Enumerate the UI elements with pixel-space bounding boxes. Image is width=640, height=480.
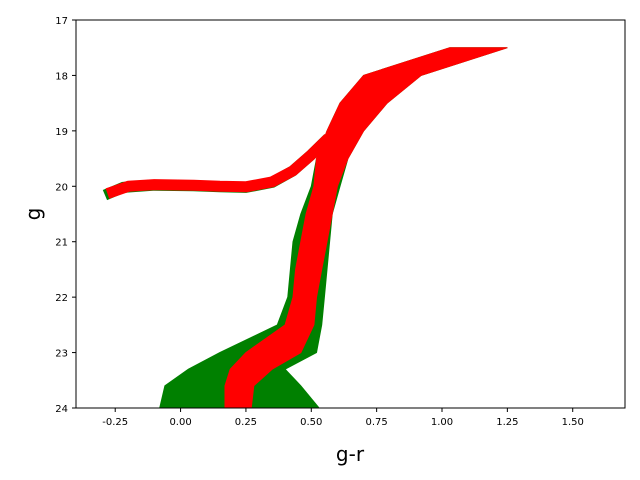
x-axis-label: g-r: [336, 442, 365, 466]
x-tick-label: 1.00: [431, 417, 453, 428]
x-tick-label: -0.25: [102, 417, 128, 428]
axis-ticks: -0.25 0.00 0.25 0.50 0.75 1.00 1.25 1.50 17 18 19 2…: [55, 16, 584, 428]
sequence-band-0: [159, 47, 508, 408]
y-tick-label: 21: [55, 238, 68, 249]
series-1: [105, 47, 508, 408]
horizontal-branch-1: [105, 134, 333, 199]
x-tick-label: 0.25: [235, 417, 257, 428]
y-tick-label: 22: [55, 293, 68, 304]
plot-frame: [75, 19, 626, 409]
y-tick-label: 19: [55, 127, 68, 138]
x-tick-label: 0.50: [300, 417, 322, 428]
x-tick-label: 0.00: [169, 417, 191, 428]
x-tick-label: 1.50: [562, 417, 584, 428]
y-tick-label: 20: [55, 182, 68, 193]
y-tick-label: 18: [55, 71, 68, 82]
sequence-band-1: [224, 47, 508, 408]
y-tick-label: 24: [55, 404, 68, 415]
y-tick-label: 23: [55, 349, 68, 360]
y-tick-label: 17: [55, 16, 68, 27]
plot-area: [102, 47, 508, 408]
x-tick-label: 1.25: [496, 417, 518, 428]
y-axis-label: g: [21, 208, 45, 221]
x-tick-label: 0.75: [366, 417, 388, 428]
